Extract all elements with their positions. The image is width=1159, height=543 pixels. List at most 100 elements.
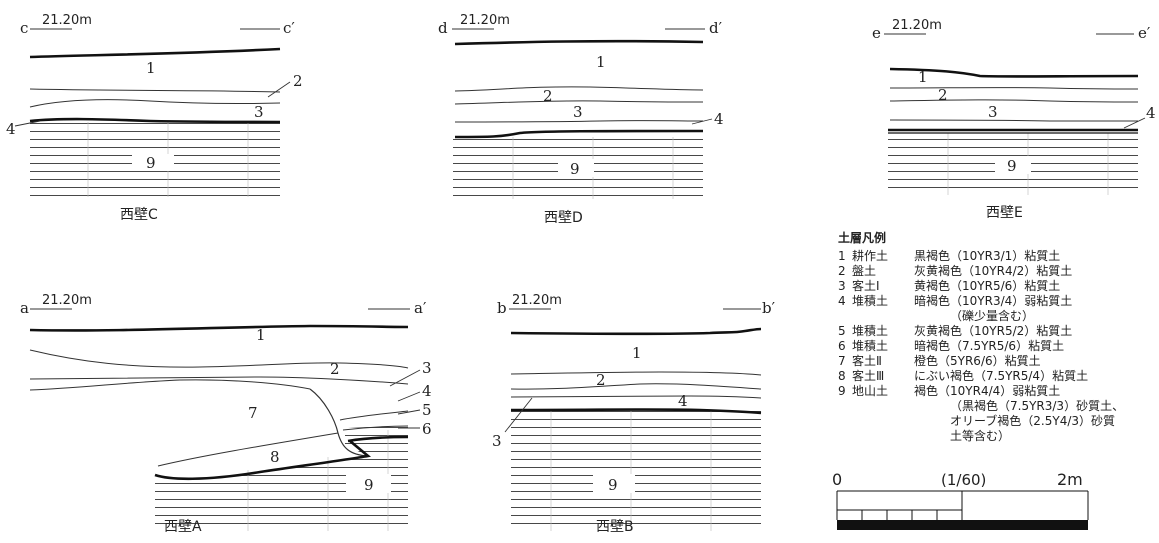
- svg-text:9: 9: [570, 160, 580, 178]
- svg-text:西壁B: 西壁B: [596, 519, 634, 535]
- svg-text:3: 3: [422, 359, 432, 377]
- legend-rows: 1 耕作土 黒褐色（10YR3/1）粘質土 2 盤土 灰黄褐色（10YR4/2）粘質土 3 客…: [838, 249, 1158, 444]
- svg-text:2: 2: [293, 72, 303, 90]
- svg-text:d: d: [438, 19, 448, 37]
- svg-text:9: 9: [364, 476, 374, 494]
- svg-text:4: 4: [678, 392, 688, 410]
- svg-text:1: 1: [146, 59, 156, 77]
- svg-text:d′: d′: [709, 19, 723, 37]
- legend-item-number: 4: [838, 294, 846, 308]
- legend-item-name: 客土Ⅰ: [852, 279, 880, 293]
- svg-text:1: 1: [596, 53, 606, 71]
- svg-text:2: 2: [596, 371, 606, 389]
- legend-item: 6 堆積土 暗褐色（7.5YR5/6）粘質土: [838, 339, 1158, 354]
- svg-text:西壁A: 西壁A: [164, 519, 202, 535]
- svg-text:3: 3: [573, 103, 583, 121]
- svg-text:6: 6: [422, 420, 432, 438]
- legend-item: 7 客土Ⅱ 橙色（5YR6/6）粘質土: [838, 354, 1158, 369]
- soil-layer-legend: 土層凡例 1 耕作土 黒褐色（10YR3/1）粘質土 2 盤土 灰黄褐色（10YR4/2）…: [838, 231, 1158, 444]
- legend-item-name: 客土Ⅲ: [852, 369, 885, 383]
- svg-text:1: 1: [256, 326, 266, 344]
- legend-item-description: 褐色（10YR4/4）弱粘質土: [914, 384, 1061, 398]
- section-e: e 21.20m e′ 9 1 2 3 4 西壁E: [872, 18, 1156, 221]
- legend-title: 土層凡例: [838, 231, 887, 245]
- svg-text:a′: a′: [414, 299, 427, 317]
- legend-item-name: 客土Ⅱ: [852, 354, 882, 368]
- legend-item-name: 堆積土: [852, 294, 889, 308]
- marker-right: c′: [283, 19, 295, 37]
- legend-item-note: （黒褐色（7.5YR3/3）砂質土、: [950, 399, 1125, 413]
- svg-text:9: 9: [608, 476, 618, 494]
- legend-item-description: にぶい褐色（7.5YR5/4）粘質土: [914, 369, 1089, 383]
- svg-text:4: 4: [1146, 104, 1156, 122]
- svg-text:b: b: [497, 299, 507, 317]
- svg-text:8: 8: [270, 448, 280, 466]
- svg-text:a: a: [20, 299, 29, 317]
- legend-item-number: 8: [838, 369, 846, 383]
- section-a: a 21.20m a′ 9 1 2 3 4 5 6 7 8 西壁A: [20, 293, 432, 535]
- legend-item-description: 暗褐色（7.5YR5/6）粘質土: [914, 339, 1065, 353]
- svg-text:西壁D: 西壁D: [544, 210, 583, 226]
- marker-left: c: [20, 19, 28, 37]
- scale-left-label: 0: [832, 470, 842, 489]
- legend-item-description: 灰黄褐色（10YR4/2）粘質土: [914, 264, 1073, 278]
- layer-label: 9: [146, 154, 156, 172]
- section-caption: 西壁C: [120, 207, 158, 223]
- svg-text:1: 1: [918, 68, 928, 86]
- scale-bar: 0 (1/60) 2m: [832, 470, 1089, 530]
- legend-item: 3 客土Ⅰ 黄褐色（10YR5/6）粘質土: [838, 279, 1158, 294]
- legend-item-description: 黒褐色（10YR3/1）粘質土: [914, 249, 1061, 263]
- svg-text:21.20m: 21.20m: [460, 13, 510, 28]
- svg-text:西壁E: 西壁E: [986, 205, 1023, 221]
- svg-text:b′: b′: [762, 299, 776, 317]
- legend-item-name: 堆積土: [852, 324, 889, 338]
- svg-text:7: 7: [248, 404, 258, 422]
- bedrock-hatch: [511, 411, 761, 531]
- svg-text:4: 4: [6, 120, 16, 138]
- legend-item-name: 地山土: [852, 384, 889, 398]
- elevation-label: 21.20m: [42, 13, 92, 28]
- scale-ratio-label: (1/60): [941, 471, 986, 489]
- svg-text:e′: e′: [1138, 24, 1151, 42]
- legend-item-note: 土等含む）: [950, 429, 1011, 443]
- svg-text:2: 2: [543, 87, 553, 105]
- legend-item-description: 黄褐色（10YR5/6）粘質土: [914, 279, 1061, 293]
- bedrock-hatch: [155, 425, 408, 531]
- legend-item-number: 3: [838, 279, 846, 293]
- legend-item-number: 1: [838, 249, 846, 263]
- legend-item: 1 耕作土 黒褐色（10YR3/1）粘質土: [838, 249, 1158, 264]
- legend-item-description: 橙色（5YR6/6）粘質土: [914, 354, 1041, 368]
- svg-text:21.20m: 21.20m: [892, 18, 942, 33]
- legend-item-number: 7: [838, 354, 846, 368]
- legend-item-description: 暗褐色（10YR3/4）弱粘質土: [914, 294, 1073, 308]
- section-d: d 21.20m d′ 9 1 2 3 4 西壁D: [438, 13, 724, 226]
- legend-item-name: 耕作土: [852, 249, 889, 263]
- legend-item: 4 堆積土 暗褐色（10YR3/4）弱粘質土: [838, 294, 1158, 309]
- svg-text:21.20m: 21.20m: [512, 293, 562, 308]
- svg-text:9: 9: [1007, 157, 1017, 175]
- svg-text:4: 4: [422, 382, 432, 400]
- section-b: b 21.20m b′ 9 1 2 3 4 西壁B: [492, 293, 776, 535]
- legend-item-number: 9: [838, 384, 846, 398]
- svg-text:2: 2: [330, 360, 340, 378]
- svg-text:5: 5: [422, 401, 432, 419]
- surface-line: [29, 47, 281, 59]
- svg-text:3: 3: [492, 432, 502, 450]
- legend-item-number: 5: [838, 324, 846, 338]
- legend-item: 8 客土Ⅲ にぶい褐色（7.5YR5/4）粘質土: [838, 369, 1158, 384]
- legend-item-name: 堆積土: [852, 339, 889, 353]
- scale-right-label: 2m: [1057, 470, 1083, 489]
- legend-item-note: （礫少量含む）: [950, 309, 1035, 323]
- legend-item-name: 盤土: [852, 264, 877, 278]
- svg-text:3: 3: [254, 103, 264, 121]
- svg-text:e: e: [872, 24, 881, 42]
- svg-text:2: 2: [938, 86, 948, 104]
- legend-item-note: オリーブ褐色（2.5Y4/3）砂質: [950, 414, 1116, 428]
- legend-item-number: 2: [838, 264, 846, 278]
- svg-text:4: 4: [714, 110, 724, 128]
- legend-item: 9 地山土 褐色（10YR4/4）弱粘質土: [838, 384, 1158, 399]
- legend-item: 2 盤土 灰黄褐色（10YR4/2）粘質土: [838, 264, 1158, 279]
- svg-text:1: 1: [632, 344, 642, 362]
- section-c: c 21.20m c′ 9 1 2 3 4 西壁C: [6, 13, 303, 223]
